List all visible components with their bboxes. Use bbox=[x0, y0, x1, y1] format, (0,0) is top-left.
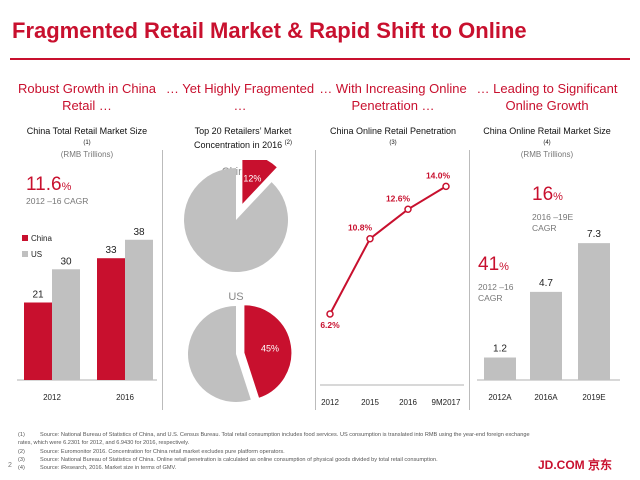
tick-label-2012A: 2012A bbox=[488, 393, 512, 402]
bar-2019E bbox=[578, 243, 610, 380]
tick-label-2016: 2016 bbox=[399, 398, 417, 407]
section-1-heading: Robust Growth in China Retail … bbox=[17, 81, 156, 113]
page-number: 2 bbox=[8, 462, 12, 469]
bar-us-2012 bbox=[52, 269, 80, 380]
online-cagr-hist-label1: 2012 –16 bbox=[478, 282, 514, 292]
bar-2016A bbox=[530, 291, 562, 380]
footnote-1: (1) Source: National Bureau of Statistics… bbox=[18, 432, 530, 446]
retail-cagr-value: 11.6% bbox=[26, 174, 72, 195]
legend-swatch-china bbox=[22, 235, 28, 241]
pie-us-title: US bbox=[228, 291, 243, 303]
data-label-us-2012: 30 bbox=[60, 256, 72, 267]
tick-label-9M2017: 9M2017 bbox=[432, 398, 461, 407]
data-label-2015: 10.8% bbox=[348, 223, 373, 233]
tick-label-2016A: 2016A bbox=[534, 393, 558, 402]
section-3-subtitle: China Online Retail Penetration (3) bbox=[329, 126, 457, 146]
data-label-2016: 12.6% bbox=[386, 193, 411, 203]
tick-label-2015: 2015 bbox=[361, 398, 379, 407]
section-1-subtitle: China Total Retail Market Size (1) bbox=[26, 126, 148, 146]
tick-label-2012: 2012 bbox=[43, 393, 61, 402]
separator-1 bbox=[162, 150, 163, 410]
data-label-2012: 6.2% bbox=[320, 320, 340, 330]
data-label-2016A: 4.7 bbox=[539, 278, 553, 289]
point-2016 bbox=[404, 205, 412, 214]
pie-china-slice-label: 12% bbox=[243, 174, 261, 184]
section-4-unit: (RMB Trillions) bbox=[520, 150, 574, 159]
online-cagr-hist-value: 41% bbox=[478, 254, 509, 275]
point-2015 bbox=[366, 234, 374, 243]
data-label-9M2017: 14.0% bbox=[426, 170, 451, 180]
footnote-2: (2) Source: Euromonitor 2016. Concentrati… bbox=[18, 449, 285, 455]
retail-cagr-label: 2012 –16 CAGR bbox=[26, 196, 89, 206]
pie-us-slice-label: 45% bbox=[261, 344, 279, 354]
pie-china-slice-red bbox=[241, 160, 279, 207]
tick-label-2019E: 2019E bbox=[582, 393, 605, 402]
separator-3 bbox=[469, 150, 470, 410]
footnote-4: (4) Source: iResearch, 2016. Market size … bbox=[18, 465, 177, 471]
data-label-china-2012: 21 bbox=[32, 290, 44, 301]
pie-china-slice-rest bbox=[184, 168, 289, 272]
data-label-us-2016: 38 bbox=[133, 227, 145, 238]
jd-logo: JD.COM 京东 bbox=[538, 458, 613, 472]
tick-label-2012: 2012 bbox=[321, 398, 339, 407]
data-label-2019E: 7.3 bbox=[587, 229, 601, 240]
section-4-heading: … Leading to Significant Online Growth bbox=[476, 81, 618, 113]
bar-china-2016 bbox=[97, 258, 125, 380]
section-2-subtitle: Top 20 Retailers’ Market Concentration i… bbox=[194, 126, 292, 150]
legend-label-us: US bbox=[31, 250, 42, 259]
online-market-bar-chart: 1.2 2012A 4.7 2016A 7.3 2019E bbox=[477, 229, 620, 402]
bar-us-2016 bbox=[125, 239, 153, 380]
legend-swatch-us bbox=[22, 251, 28, 257]
tick-label-2016: 2016 bbox=[116, 393, 134, 402]
point-2012 bbox=[326, 310, 334, 318]
point-9M2017 bbox=[442, 182, 450, 191]
online-cagr-fcst-label1: 2016 –19E bbox=[532, 212, 574, 222]
series-line bbox=[329, 185, 447, 315]
pie-us-slice-red bbox=[243, 304, 293, 400]
title-rule bbox=[10, 58, 630, 60]
pie-us-slice-rest bbox=[187, 306, 251, 402]
retail-bar-chart: 21 30 2012 33 38 2016 China US bbox=[17, 227, 157, 402]
footnote-3: (3) Source: National Bureau of Statistics… bbox=[18, 457, 438, 463]
page-title: Fragmented Retail Market & Rapid Shift t… bbox=[12, 18, 527, 43]
bar-china-2012 bbox=[24, 302, 52, 380]
online-penetration-line-chart: 6.2% 2012 10.8% 2015 12.6% 2016 14.0% 9M2017 bbox=[320, 170, 464, 407]
section-3-heading: … With Increasing Online Penetration … bbox=[319, 81, 467, 113]
data-label-2012A: 1.2 bbox=[493, 344, 507, 355]
section-2-heading: … Yet Highly Fragmented … bbox=[165, 81, 315, 113]
bar-2012A bbox=[484, 357, 516, 380]
separator-2 bbox=[315, 150, 316, 410]
section-4-subtitle: China Online Retail Market Size (4) bbox=[483, 126, 611, 146]
online-cagr-hist-label2: CAGR bbox=[478, 293, 503, 303]
data-label-china-2016: 33 bbox=[105, 245, 117, 256]
section-1-unit: (RMB Trillions) bbox=[60, 150, 114, 159]
online-cagr-fcst-label2: CAGR bbox=[532, 223, 557, 233]
online-cagr-fcst-value: 16% bbox=[532, 184, 563, 205]
legend-label-china: China bbox=[31, 234, 52, 243]
